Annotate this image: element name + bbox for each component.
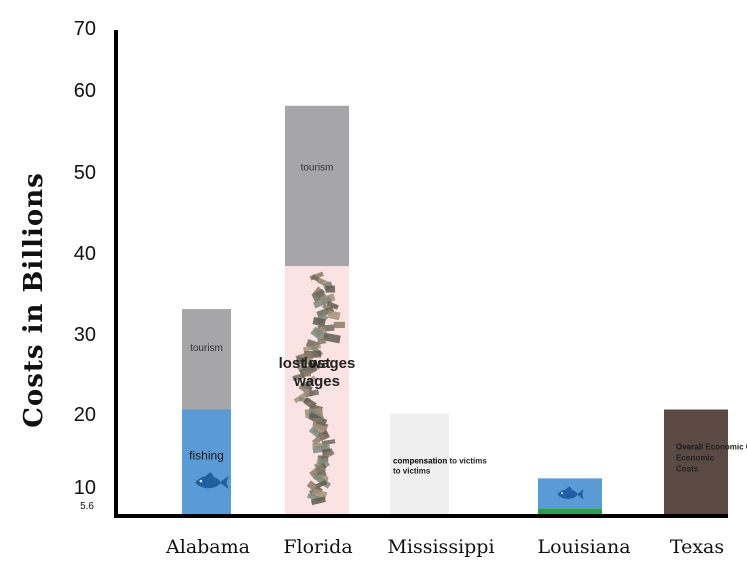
y-axis-label: Costs in Billions — [19, 172, 49, 428]
segment-label-line: wages — [293, 373, 340, 390]
category-label: Alabama — [165, 536, 250, 558]
segment-label: fishing — [189, 449, 224, 463]
bar-segment — [285, 105, 349, 267]
bar-segment — [182, 409, 231, 514]
fish-icon — [195, 472, 229, 490]
category-labels: Alabama Florida Mississippi Louisiana Texas — [165, 536, 724, 558]
bar-alabama: fishing tourism — [182, 309, 231, 514]
segment-label-line: Overall — [676, 443, 703, 452]
bar-segment — [538, 508, 602, 514]
y-axis-label-group: Costs in Billions — [19, 172, 49, 428]
y-tick-label-extra: 5.6 — [80, 501, 94, 512]
y-tick-label: 50 — [74, 162, 96, 184]
segment-label-visual: compensation to victims — [393, 457, 447, 476]
segment-label: compensation to victims — [393, 457, 487, 466]
y-tick-label: 20 — [74, 404, 96, 426]
fish-icon — [557, 486, 584, 500]
y-axis-ticks: 70 60 50 40 30 20 10 5.6 — [74, 18, 96, 512]
y-tick-label: 10 — [74, 477, 96, 499]
y-tick-label: 40 — [74, 243, 96, 265]
bar-segment — [182, 309, 231, 410]
money-swirl-icon — [292, 271, 345, 506]
segment-label-line: Costs — [676, 465, 699, 474]
bar-segment — [390, 413, 449, 514]
segment-label: tourism — [301, 163, 334, 174]
y-tick-label: 30 — [74, 324, 96, 346]
segment-label: tourism — [190, 343, 223, 354]
segment-label-line: compensation — [393, 457, 447, 466]
axes — [114, 30, 728, 518]
segment-label-line: to victims — [393, 467, 431, 476]
segment-label: lost wages — [279, 355, 356, 372]
category-label: Louisiana — [537, 536, 630, 558]
bar-segment — [664, 409, 728, 514]
y-tick-label: 60 — [74, 80, 96, 102]
segment-label-visual: lost wages — [293, 355, 340, 390]
bar-texas: Overall Economic CostsOverall Economic Cos… — [664, 409, 747, 514]
segment-label: Overall Economic Costs — [676, 443, 747, 452]
bar-louisiana — [538, 478, 602, 514]
category-label: Mississippi — [387, 536, 494, 558]
y-tick-label: 70 — [74, 18, 96, 40]
category-label: Texas — [670, 536, 724, 558]
segment-label-visual: Overall Economic Costs — [676, 443, 715, 474]
segment-label-line: lost — [304, 355, 331, 372]
segment-label-line: Economic — [676, 454, 715, 463]
category-label: Florida — [283, 536, 352, 558]
